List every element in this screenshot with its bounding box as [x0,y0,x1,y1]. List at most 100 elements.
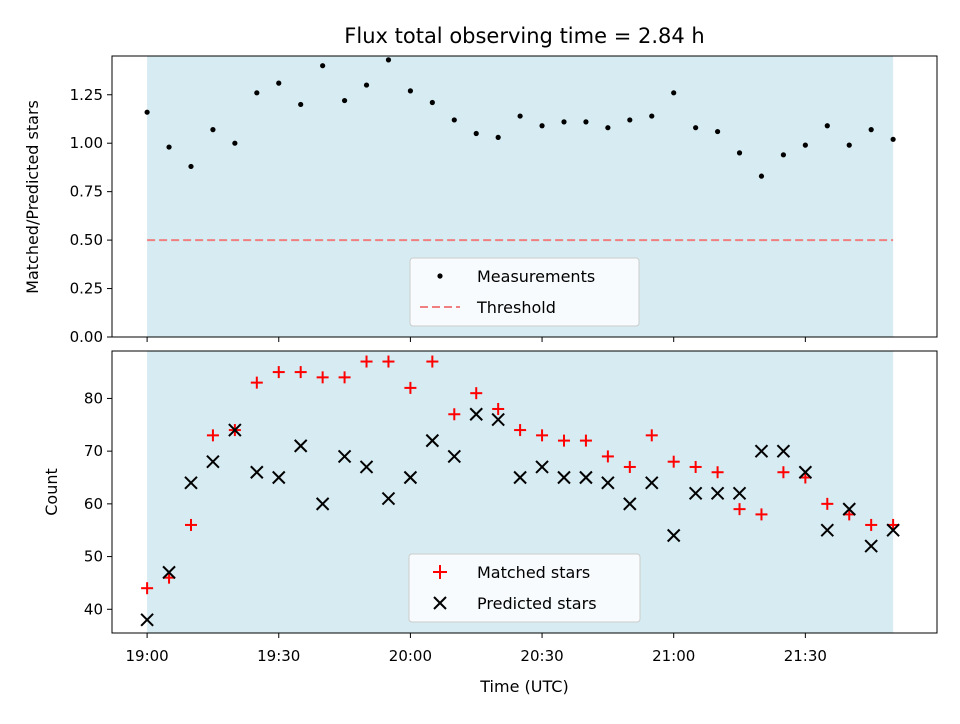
measurement-point [649,113,655,119]
top-plot-frame [111,55,938,338]
matched-star-point [250,376,263,389]
predicted-star-point [710,486,725,501]
predicted-star-point [535,460,549,474]
measurement-point [276,80,282,86]
x-tick-label: 19:30 [257,647,300,665]
predicted-star-point [447,449,461,464]
predicted-star-point [886,523,900,537]
y-tick-label: 0.25 [70,280,103,298]
y-tick-label: 70 [84,442,103,460]
y-tick-label: 60 [84,495,103,513]
predicted-star-point [776,444,791,458]
legend-label-matched: Matched stars [477,563,590,582]
measurement-point [890,136,896,142]
matched-star-point [141,582,154,595]
measurement-point [561,119,567,125]
matched-star-point [601,450,614,463]
x-tick-label: 21:00 [652,647,695,665]
legend-label-threshold: Threshold [476,298,556,317]
count-points [140,355,900,627]
x-tick-label: 19:00 [125,647,168,665]
matched-star-point [667,455,680,468]
measurement-point [758,173,765,179]
bottom-legend-box [408,553,641,623]
matched-star-point [865,518,878,531]
predicted-star-point [688,486,703,501]
predicted-star-point [601,476,615,490]
predicted-star-point [491,412,505,427]
y-tick-label: 0.75 [70,183,103,201]
measurement-point [539,123,545,129]
predicted-star-point [359,460,374,474]
bottom-x-ticks: 19:00 19:30 20:00 20:30 21:00 21:30 [125,633,827,665]
top-legend-box [409,257,640,327]
matched-star-point [777,466,790,479]
matched-star-point [382,355,395,368]
y-tick-label: 1.25 [70,86,103,104]
predicted-star-point [228,423,242,437]
measurement-point [254,90,260,96]
matched-star-point [645,429,658,442]
measurement-point [583,119,589,125]
top-y-ticks: 0.00 0.25 0.50 0.75 1.00 1.25 [70,86,112,346]
matched-star-point [360,355,373,368]
predicted-star-point [337,449,352,464]
measurement-point [868,127,874,133]
measurement-point [605,125,611,131]
measurement-point [693,125,699,131]
chart-title: Flux total observing time = 2.84 h [344,24,704,48]
bottom-panel: 40 50 60 70 80 19:00 19:30 20:00 20:30 21:00 21:3… [42,350,938,696]
predicted-star-point [842,502,856,516]
measurement-point [451,117,457,123]
y-tick-label: 1.00 [70,134,103,152]
legend-marker-matched [433,565,447,579]
predicted-star-point [425,433,440,448]
matched-star-point [755,508,768,521]
matched-star-point [536,429,549,442]
measurement-point [780,152,787,158]
matched-star-point [426,355,439,368]
y-tick-label: 0.50 [70,231,103,249]
bottom-y-ticks: 40 50 60 70 80 [84,389,112,618]
bottom-plot-frame [111,350,938,634]
predicted-star-point [381,491,396,506]
bottom-legend: Matched stars Predicted stars [408,553,641,623]
measurement-point [802,142,808,148]
matched-star-point [689,460,702,473]
matched-star-point [733,503,746,516]
predicted-star-point [184,476,198,490]
predicted-star-point [315,497,330,511]
matched-star-point [206,429,219,442]
y-tick-label: 0.00 [70,328,103,346]
x-tick-label: 20:00 [389,647,432,665]
matched-star-point [470,387,483,400]
measurement-point [517,113,523,119]
matched-star-point [514,424,527,437]
predicted-star-point [206,454,220,469]
predicted-star-point [469,407,483,421]
matched-star-point [294,366,307,379]
matched-star-point [184,518,197,531]
top-panel: 0.00 0.25 0.50 0.75 1.00 1.25 Matched/Predict… [23,55,938,346]
predicted-star-point [666,528,681,543]
predicted-star-point [140,613,154,627]
predicted-star-point [403,470,418,485]
matched-star-point [711,466,724,479]
measurement-point [385,57,392,63]
predicted-star-point [820,523,834,537]
top-x-ticks [146,337,806,342]
predicted-star-point [557,470,571,485]
legend-label-predicted: Predicted stars [477,594,597,613]
matched-star-point [404,381,417,394]
measurement-point [210,127,216,133]
predicted-star-point [162,565,176,580]
measurement-point [407,88,414,94]
matched-star-point [821,497,834,510]
measurement-point [298,101,304,108]
predicted-star-point [864,539,878,553]
y-tick-label: 40 [84,600,103,618]
matched-star-point [557,434,570,447]
x-tick-label: 21:30 [784,647,827,665]
